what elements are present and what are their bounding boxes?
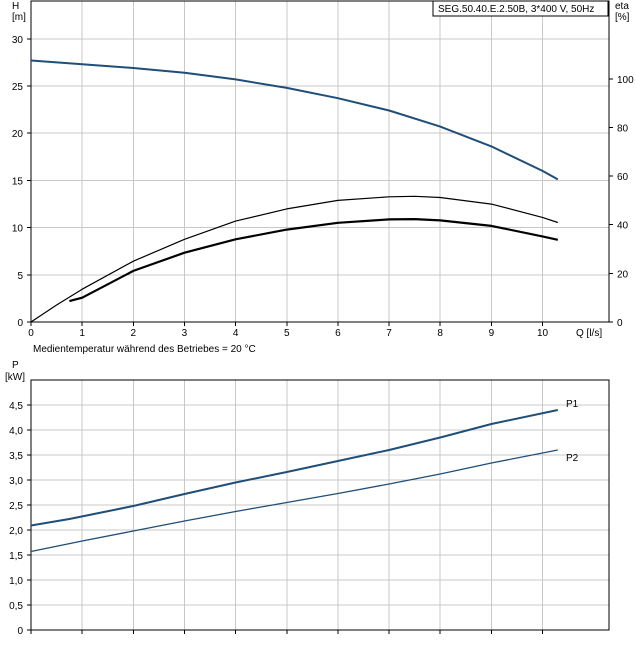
tick-label-h-10: 10 xyxy=(12,224,24,235)
tick-label-eta-20: 20 xyxy=(617,269,629,280)
tick-label-eta-100: 100 xyxy=(617,75,634,86)
tick-label-p-1,5: 1,5 xyxy=(9,551,23,562)
eta-axis-label: eta xyxy=(615,1,629,12)
tick-label-p-4,0: 4,0 xyxy=(9,426,23,437)
h-axis-label: H xyxy=(12,1,19,12)
tick-label-q-7: 7 xyxy=(386,328,392,339)
tick-label-p-0: 0 xyxy=(17,626,23,637)
temperature-note: Medientemperatur während des Betriebes =… xyxy=(33,344,256,355)
eta-curve-thick xyxy=(69,218,559,303)
tick-label-h-25: 25 xyxy=(12,82,24,93)
p1-curve xyxy=(30,409,559,527)
tick-label-h-20: 20 xyxy=(12,129,24,140)
tick-label-h-30: 30 xyxy=(12,35,24,46)
tick-label-eta-0: 0 xyxy=(617,318,623,329)
tick-label-q-8: 8 xyxy=(437,328,443,339)
q-axis-label: Q [l/s] xyxy=(576,328,602,339)
p-axis-label: P xyxy=(12,360,19,371)
tick-label-p-3,0: 3,0 xyxy=(9,476,23,487)
title-box xyxy=(432,0,609,17)
eta-curve-thin xyxy=(30,195,558,323)
tick-label-p-2,5: 2,5 xyxy=(9,501,23,512)
tick-label-p-2,0: 2,0 xyxy=(9,526,23,537)
tick-label-q-4: 4 xyxy=(233,328,239,339)
tick-label-eta-60: 60 xyxy=(617,172,629,183)
tick-label-q-6: 6 xyxy=(335,328,341,339)
tick-label-p-3,5: 3,5 xyxy=(9,451,23,462)
tick-label-h-15: 15 xyxy=(12,176,24,187)
tick-label-eta-40: 40 xyxy=(617,221,629,232)
tick-label-q-5: 5 xyxy=(284,328,290,339)
tick-label-q-1: 1 xyxy=(79,328,85,339)
tick-label-q-9: 9 xyxy=(489,328,495,339)
tick-label-eta-80: 80 xyxy=(617,123,629,134)
h-axis-unit: [m] xyxy=(12,12,26,23)
tick-label-q-10: 10 xyxy=(537,328,549,339)
tick-label-p-4,5: 4,5 xyxy=(9,401,23,412)
eta-axis-unit: [%] xyxy=(615,12,630,23)
p1-series-label: P1 xyxy=(566,399,579,410)
p2-series-label: P2 xyxy=(566,453,579,464)
chart-title: SEG.50.40.E.2.50B, 3*400 V, 50Hz xyxy=(438,4,594,15)
tick-label-q-2: 2 xyxy=(131,328,137,339)
tick-label-h-0: 0 xyxy=(17,318,23,329)
tick-label-h-5: 5 xyxy=(17,271,23,282)
p-axis-unit: [kW] xyxy=(5,372,25,383)
tick-label-p-1,0: 1,0 xyxy=(9,576,23,587)
tick-label-p-0,5: 0,5 xyxy=(9,601,23,612)
p2-curve xyxy=(30,449,558,553)
power-curves xyxy=(30,409,559,553)
head-eta-curves xyxy=(30,59,559,323)
tick-label-q-3: 3 xyxy=(182,328,188,339)
power-ticks: 0 0,5 1,0 1,5 2,0 2,5 3,0 3,5 4,0 4,5 xyxy=(9,401,544,637)
head-eta-plot-frame xyxy=(30,0,610,323)
tick-label-q-0: 0 xyxy=(28,328,34,339)
head-curve xyxy=(30,59,559,181)
